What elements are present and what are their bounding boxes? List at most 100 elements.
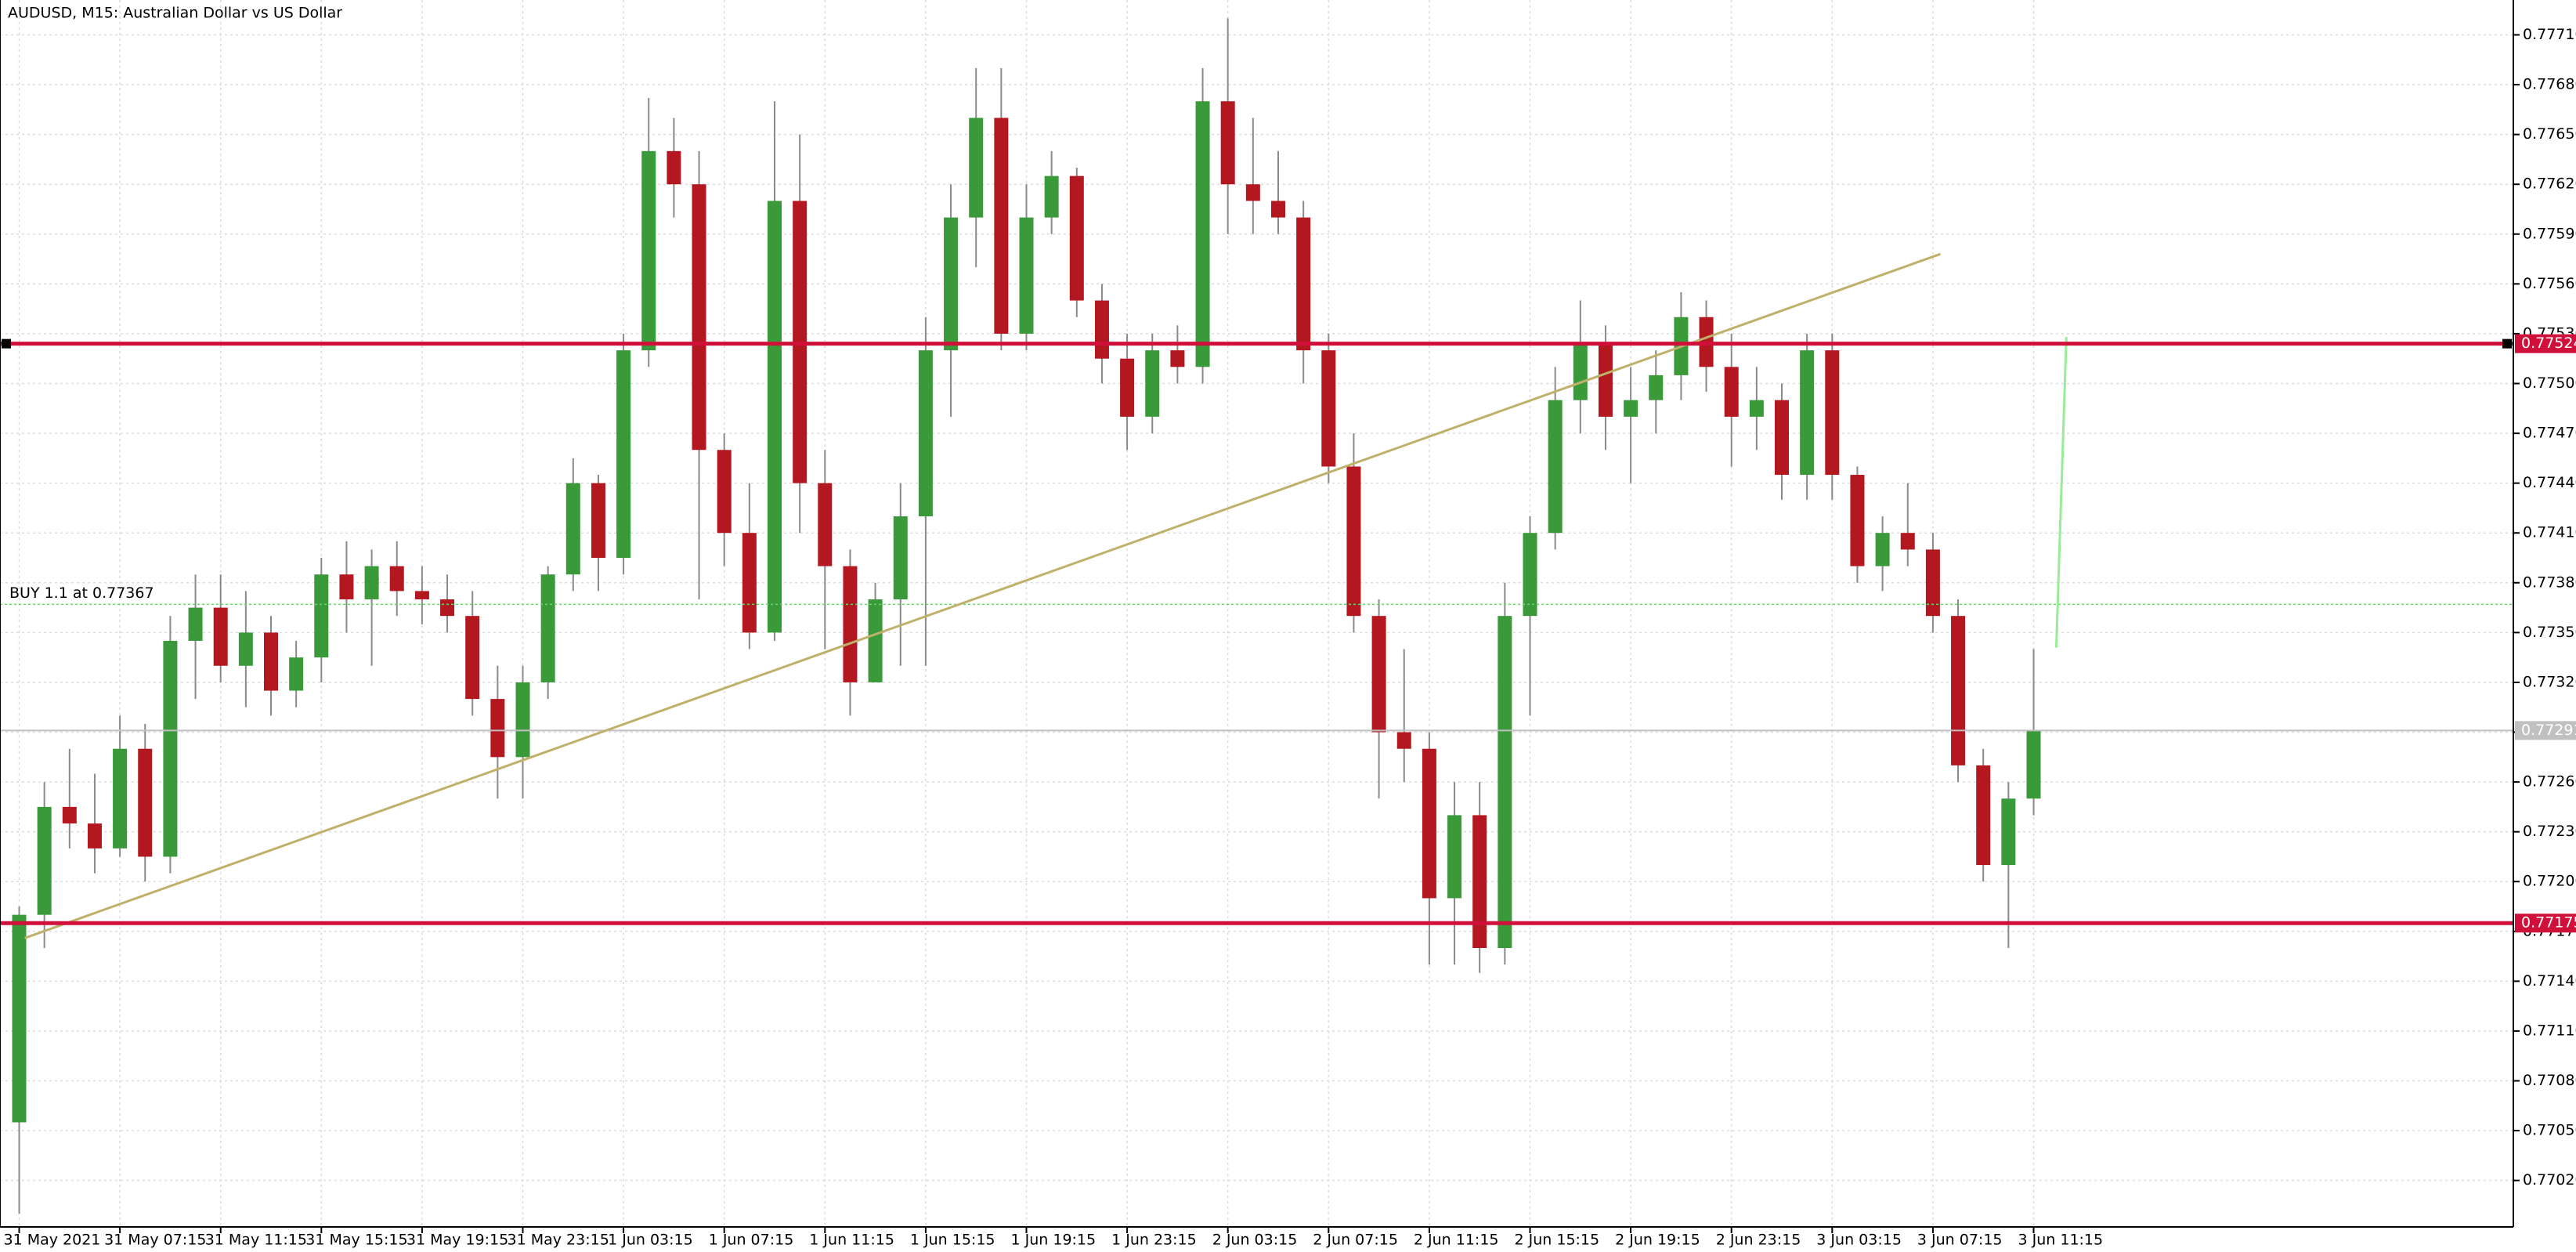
candle-body xyxy=(1296,218,1310,351)
candle-body xyxy=(1649,375,1663,400)
current-price-label: 0.77291 xyxy=(2521,722,2576,739)
candle-body xyxy=(1876,533,1890,566)
x-tick-label: 3 Jun 03:15 xyxy=(1816,1232,1902,1249)
candle-body xyxy=(1372,616,1386,732)
y-tick-label: 0.77710 xyxy=(2523,26,2576,43)
candle-body xyxy=(365,566,379,599)
candle-body xyxy=(1246,184,1260,201)
candle-body xyxy=(1170,350,1184,367)
candle-body xyxy=(1070,176,1084,301)
candle-body xyxy=(1901,533,1915,549)
x-tick-label: 1 Jun 03:15 xyxy=(608,1232,693,1249)
candle-body xyxy=(1926,549,1940,616)
candle-body xyxy=(1599,342,1613,417)
candle-body xyxy=(465,616,479,699)
candle-body xyxy=(2027,730,2041,798)
candle-body xyxy=(189,608,203,641)
candle-body xyxy=(1573,342,1588,400)
order-label: BUY 1.1 at 0.77367 xyxy=(9,584,154,602)
candle-body xyxy=(969,118,983,217)
candle-body xyxy=(1271,201,1285,217)
level-price-label: 0.77175 xyxy=(2521,914,2576,932)
candle-body xyxy=(2001,798,2015,865)
x-tick-label: 2 Jun 19:15 xyxy=(1615,1232,1700,1249)
x-tick-label: 31 May 15:15 xyxy=(305,1232,407,1249)
candle-body xyxy=(138,749,152,857)
level-price-label: 0.77524 xyxy=(2521,335,2576,352)
candle-body xyxy=(239,632,253,665)
candle-body xyxy=(869,599,883,682)
candle-body xyxy=(1472,815,1487,948)
candle-body xyxy=(717,450,732,533)
candle-body xyxy=(1548,400,1563,534)
candle-body xyxy=(339,574,353,599)
x-tick-label: 1 Jun 23:15 xyxy=(1111,1232,1197,1249)
x-tick-label: 31 May 23:15 xyxy=(508,1232,609,1249)
candle-body xyxy=(1120,359,1134,417)
x-tick-label: 3 Jun 07:15 xyxy=(1917,1232,2003,1249)
candle-body xyxy=(1825,350,1839,475)
x-tick-label: 2 Jun 03:15 xyxy=(1212,1232,1298,1249)
candle-body xyxy=(1976,765,1990,865)
x-tick-label: 1 Jun 11:15 xyxy=(809,1232,894,1249)
x-tick-label: 31 May 07:15 xyxy=(104,1232,206,1249)
candle-body xyxy=(1020,218,1034,334)
candle-body xyxy=(63,807,77,823)
candle-body xyxy=(944,218,958,351)
candle-body xyxy=(1045,176,1059,218)
candle-body xyxy=(1498,616,1512,948)
x-tick-label: 1 Jun 19:15 xyxy=(1011,1232,1097,1249)
candle-body xyxy=(38,807,52,915)
candle-body xyxy=(390,566,404,592)
candle-body xyxy=(1447,815,1461,898)
candle-body xyxy=(214,608,228,666)
candle-body xyxy=(894,516,908,599)
x-tick-label: 2 Jun 11:15 xyxy=(1414,1232,1499,1249)
candle-body xyxy=(641,151,656,350)
candle-body xyxy=(919,350,933,516)
candle-body xyxy=(13,915,27,1123)
level-handle xyxy=(2502,339,2512,349)
candle-body xyxy=(1095,301,1109,359)
candle-body xyxy=(1321,350,1335,466)
candle-body xyxy=(1523,533,1537,616)
candle-body xyxy=(1775,400,1789,475)
candle-body xyxy=(88,823,102,849)
candle-body xyxy=(667,151,681,184)
candle-body xyxy=(818,483,832,566)
candle-body xyxy=(1850,475,1864,566)
candle-body xyxy=(994,118,1008,333)
candle-body xyxy=(314,574,328,657)
x-tick-label: 31 May 11:15 xyxy=(205,1232,307,1249)
candle-body xyxy=(1196,101,1210,367)
candle-body xyxy=(1750,400,1764,417)
candle-body xyxy=(516,682,530,757)
candle-body xyxy=(1221,101,1235,184)
x-tick-label: 1 Jun 15:15 xyxy=(910,1232,995,1249)
candle-body xyxy=(591,483,605,558)
x-tick-label: 2 Jun 23:15 xyxy=(1716,1232,1801,1249)
candle-body xyxy=(264,632,278,690)
